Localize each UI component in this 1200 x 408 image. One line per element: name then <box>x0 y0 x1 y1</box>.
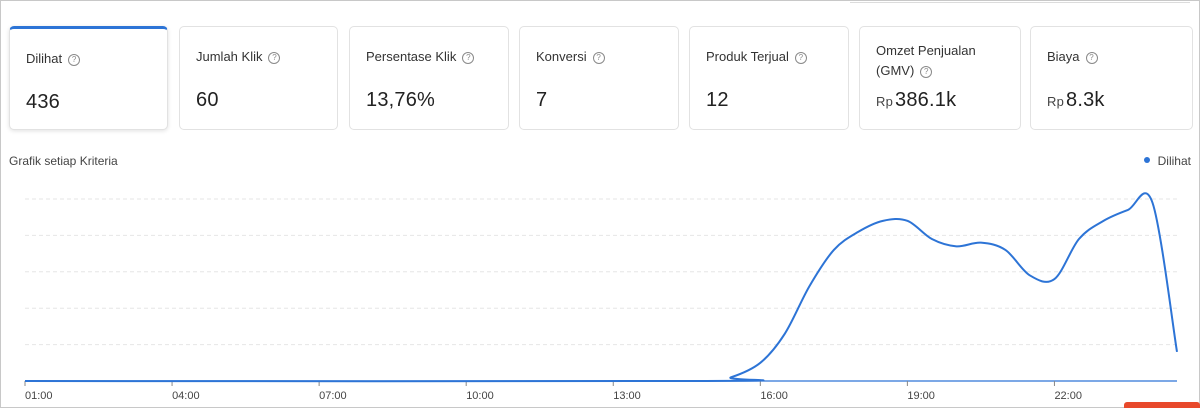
series-line-dilihat <box>24 192 1178 383</box>
metric-value: 12 <box>706 89 729 111</box>
metric-card-konversi[interactable]: Konversi? 7 <box>519 26 679 130</box>
metric-card-dilihat[interactable]: Dilihat? 436 <box>9 26 168 130</box>
currency-prefix: Rp <box>876 94 894 109</box>
metric-label: Dilihat? <box>26 49 81 69</box>
metric-value: Rp 386.1k <box>876 89 957 111</box>
metric-card-biaya[interactable]: Biaya? Rp 8.3k <box>1030 26 1193 130</box>
x-tick-label: 13:00 <box>613 390 641 402</box>
x-tick-label: 16:00 <box>760 390 788 402</box>
help-icon[interactable]: ? <box>1085 52 1098 64</box>
chart-title: Grafik setiap Kriteria <box>9 154 118 168</box>
metric-label: Omzet Penjualan (GMV)? <box>876 43 976 78</box>
metric-card-jumlah-klik[interactable]: Jumlah Klik? 60 <box>179 26 338 130</box>
metric-value: 13,76% <box>366 89 436 111</box>
metric-cards: Dilihat? 436 Jumlah Klik? 60 Persentase … <box>9 26 1193 130</box>
metric-label: Produk Terjual? <box>706 47 807 67</box>
top-divider <box>850 0 1190 3</box>
metric-card-produk-terjual[interactable]: Produk Terjual? 12 <box>689 26 849 130</box>
floating-action-tab[interactable] <box>1124 402 1200 408</box>
help-icon[interactable]: ? <box>462 52 475 64</box>
metric-label: Jumlah Klik? <box>196 47 281 67</box>
help-icon[interactable]: ? <box>794 52 807 64</box>
metric-value: Rp 8.3k <box>1047 89 1105 111</box>
currency-prefix: Rp <box>1047 94 1065 109</box>
metric-value: 60 <box>196 89 219 111</box>
metric-label: Persentase Klik? <box>366 47 475 67</box>
help-icon[interactable]: ? <box>68 54 81 66</box>
legend-label: Dilihat <box>1157 154 1191 168</box>
metric-label: Biaya? <box>1047 47 1098 67</box>
metric-value: 7 <box>536 89 548 111</box>
x-tick-label: 01:00 <box>25 390 53 402</box>
help-icon[interactable]: ? <box>920 66 933 78</box>
metric-value: 436 <box>26 91 60 113</box>
help-icon[interactable]: ? <box>268 52 281 64</box>
metric-card-persentase-klik[interactable]: Persentase Klik? 13,76% <box>349 26 509 130</box>
x-tick-label: 19:00 <box>907 390 935 402</box>
metric-card-omzet-penjualan[interactable]: Omzet Penjualan (GMV)? Rp 386.1k <box>859 26 1021 130</box>
x-tick-label: 22:00 <box>1054 390 1082 402</box>
metric-label: Konversi? <box>536 47 605 67</box>
x-tick-label: 04:00 <box>172 390 200 402</box>
chart-legend[interactable]: Dilihat <box>1143 154 1191 168</box>
legend-dot-icon <box>1143 157 1150 163</box>
help-icon[interactable]: ? <box>592 52 605 64</box>
x-tick-label: 10:00 <box>466 390 494 402</box>
x-tick-label: 07:00 <box>319 390 347 402</box>
